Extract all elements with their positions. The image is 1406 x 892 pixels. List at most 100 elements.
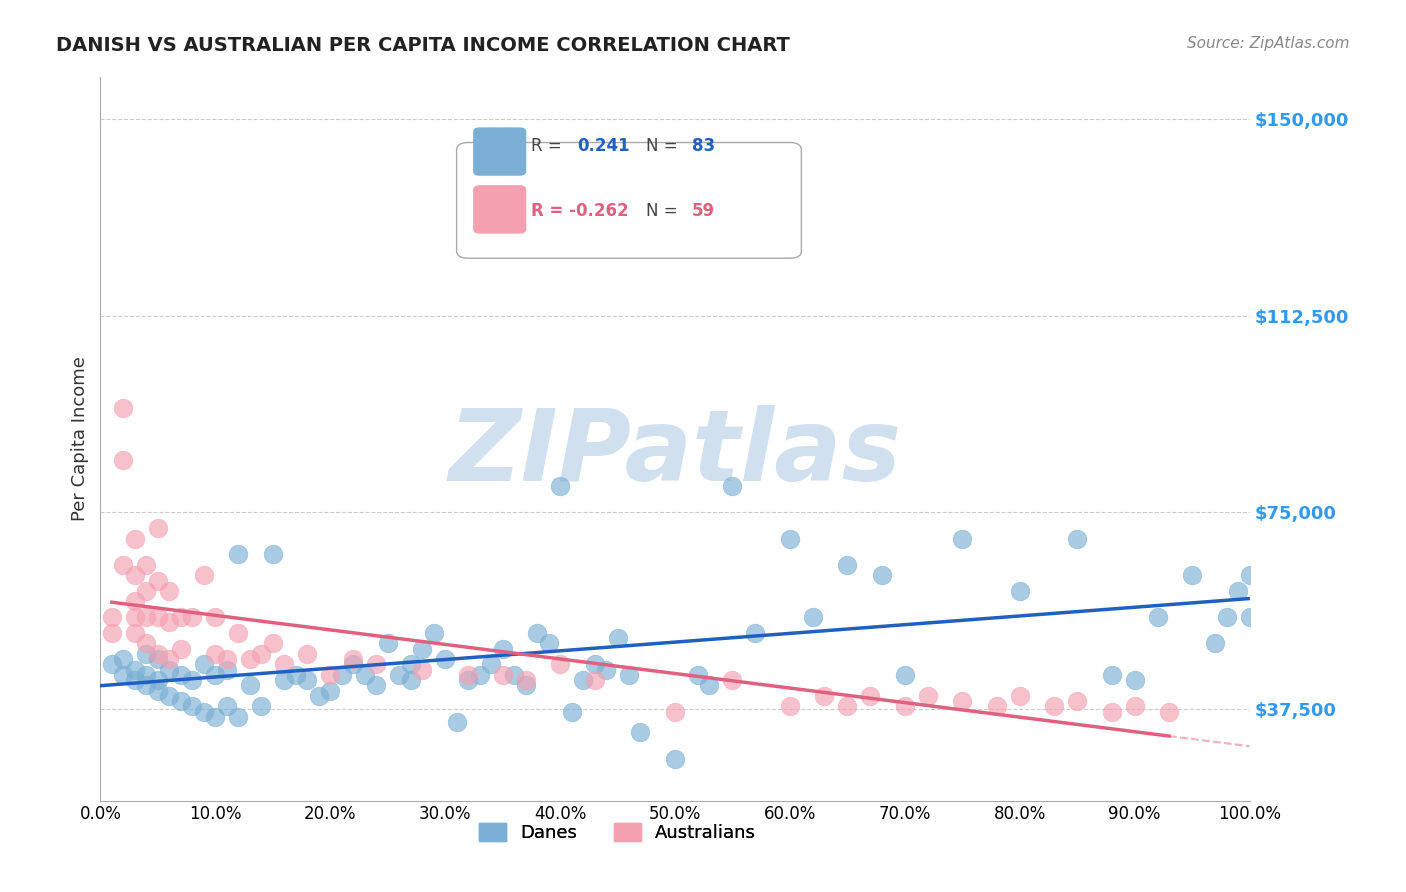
Point bbox=[112, 652, 135, 666]
Point bbox=[468, 668, 491, 682]
Point bbox=[146, 574, 169, 588]
Point bbox=[319, 683, 342, 698]
Point bbox=[204, 710, 226, 724]
Point bbox=[1146, 610, 1168, 624]
Text: 59: 59 bbox=[692, 202, 716, 220]
Point bbox=[135, 678, 157, 692]
Point bbox=[986, 699, 1008, 714]
Point bbox=[1101, 705, 1123, 719]
Point bbox=[617, 668, 640, 682]
Point bbox=[399, 673, 422, 687]
Point bbox=[779, 532, 801, 546]
Legend: Danes, Australians: Danes, Australians bbox=[472, 815, 763, 849]
Text: R = -0.262: R = -0.262 bbox=[531, 202, 628, 220]
Point bbox=[146, 652, 169, 666]
Point bbox=[124, 673, 146, 687]
Point bbox=[950, 694, 973, 708]
Point bbox=[124, 594, 146, 608]
Point bbox=[744, 626, 766, 640]
Point bbox=[124, 626, 146, 640]
Point bbox=[157, 689, 180, 703]
Point bbox=[135, 668, 157, 682]
Text: N =: N = bbox=[647, 202, 678, 220]
Point bbox=[859, 689, 882, 703]
FancyBboxPatch shape bbox=[474, 128, 526, 175]
Point bbox=[686, 668, 709, 682]
Point bbox=[215, 652, 238, 666]
Point bbox=[491, 641, 513, 656]
Point bbox=[204, 610, 226, 624]
Point bbox=[157, 615, 180, 630]
Point bbox=[377, 636, 399, 650]
Point bbox=[446, 714, 468, 729]
Point bbox=[112, 668, 135, 682]
Point bbox=[112, 401, 135, 415]
Point bbox=[1159, 705, 1181, 719]
Point bbox=[721, 673, 744, 687]
Point bbox=[950, 532, 973, 546]
Point bbox=[193, 568, 215, 582]
Point bbox=[239, 678, 262, 692]
FancyBboxPatch shape bbox=[474, 186, 526, 233]
Point bbox=[135, 610, 157, 624]
Point bbox=[146, 673, 169, 687]
Point bbox=[1239, 610, 1261, 624]
Point bbox=[664, 752, 686, 766]
Point bbox=[215, 699, 238, 714]
Point bbox=[411, 663, 433, 677]
Point bbox=[226, 626, 249, 640]
Point bbox=[813, 689, 835, 703]
Point bbox=[124, 610, 146, 624]
Point bbox=[457, 673, 479, 687]
Point bbox=[560, 705, 582, 719]
Point bbox=[595, 663, 617, 677]
Point bbox=[837, 558, 859, 572]
Point bbox=[572, 673, 595, 687]
Point bbox=[157, 663, 180, 677]
Point bbox=[146, 683, 169, 698]
Point bbox=[503, 668, 526, 682]
Point bbox=[894, 668, 917, 682]
Point bbox=[491, 668, 513, 682]
Point bbox=[273, 657, 295, 672]
Point bbox=[226, 547, 249, 561]
Point bbox=[135, 636, 157, 650]
Point bbox=[297, 647, 319, 661]
Point bbox=[124, 663, 146, 677]
Point bbox=[226, 710, 249, 724]
Y-axis label: Per Capita Income: Per Capita Income bbox=[72, 357, 89, 522]
Point bbox=[1043, 699, 1066, 714]
Point bbox=[181, 610, 204, 624]
Point bbox=[721, 479, 744, 493]
Point bbox=[204, 647, 226, 661]
Point bbox=[215, 663, 238, 677]
Point bbox=[917, 689, 939, 703]
Point bbox=[170, 610, 193, 624]
Point bbox=[422, 626, 444, 640]
Text: Source: ZipAtlas.com: Source: ZipAtlas.com bbox=[1187, 36, 1350, 51]
Point bbox=[124, 568, 146, 582]
Point bbox=[250, 647, 273, 661]
Point bbox=[170, 641, 193, 656]
Point bbox=[606, 631, 628, 645]
Point bbox=[388, 668, 411, 682]
Point bbox=[297, 673, 319, 687]
Point bbox=[1008, 689, 1031, 703]
Point bbox=[146, 647, 169, 661]
Point bbox=[284, 668, 307, 682]
Point bbox=[193, 657, 215, 672]
Point bbox=[157, 652, 180, 666]
Point bbox=[779, 699, 801, 714]
Point bbox=[583, 673, 606, 687]
Point bbox=[101, 657, 124, 672]
Point bbox=[515, 678, 537, 692]
Point bbox=[1066, 532, 1088, 546]
Point bbox=[262, 547, 284, 561]
Point bbox=[1123, 673, 1146, 687]
Point bbox=[112, 558, 135, 572]
Point bbox=[146, 610, 169, 624]
Point bbox=[319, 668, 342, 682]
Point bbox=[1227, 584, 1250, 599]
Point bbox=[801, 610, 824, 624]
Point bbox=[870, 568, 893, 582]
